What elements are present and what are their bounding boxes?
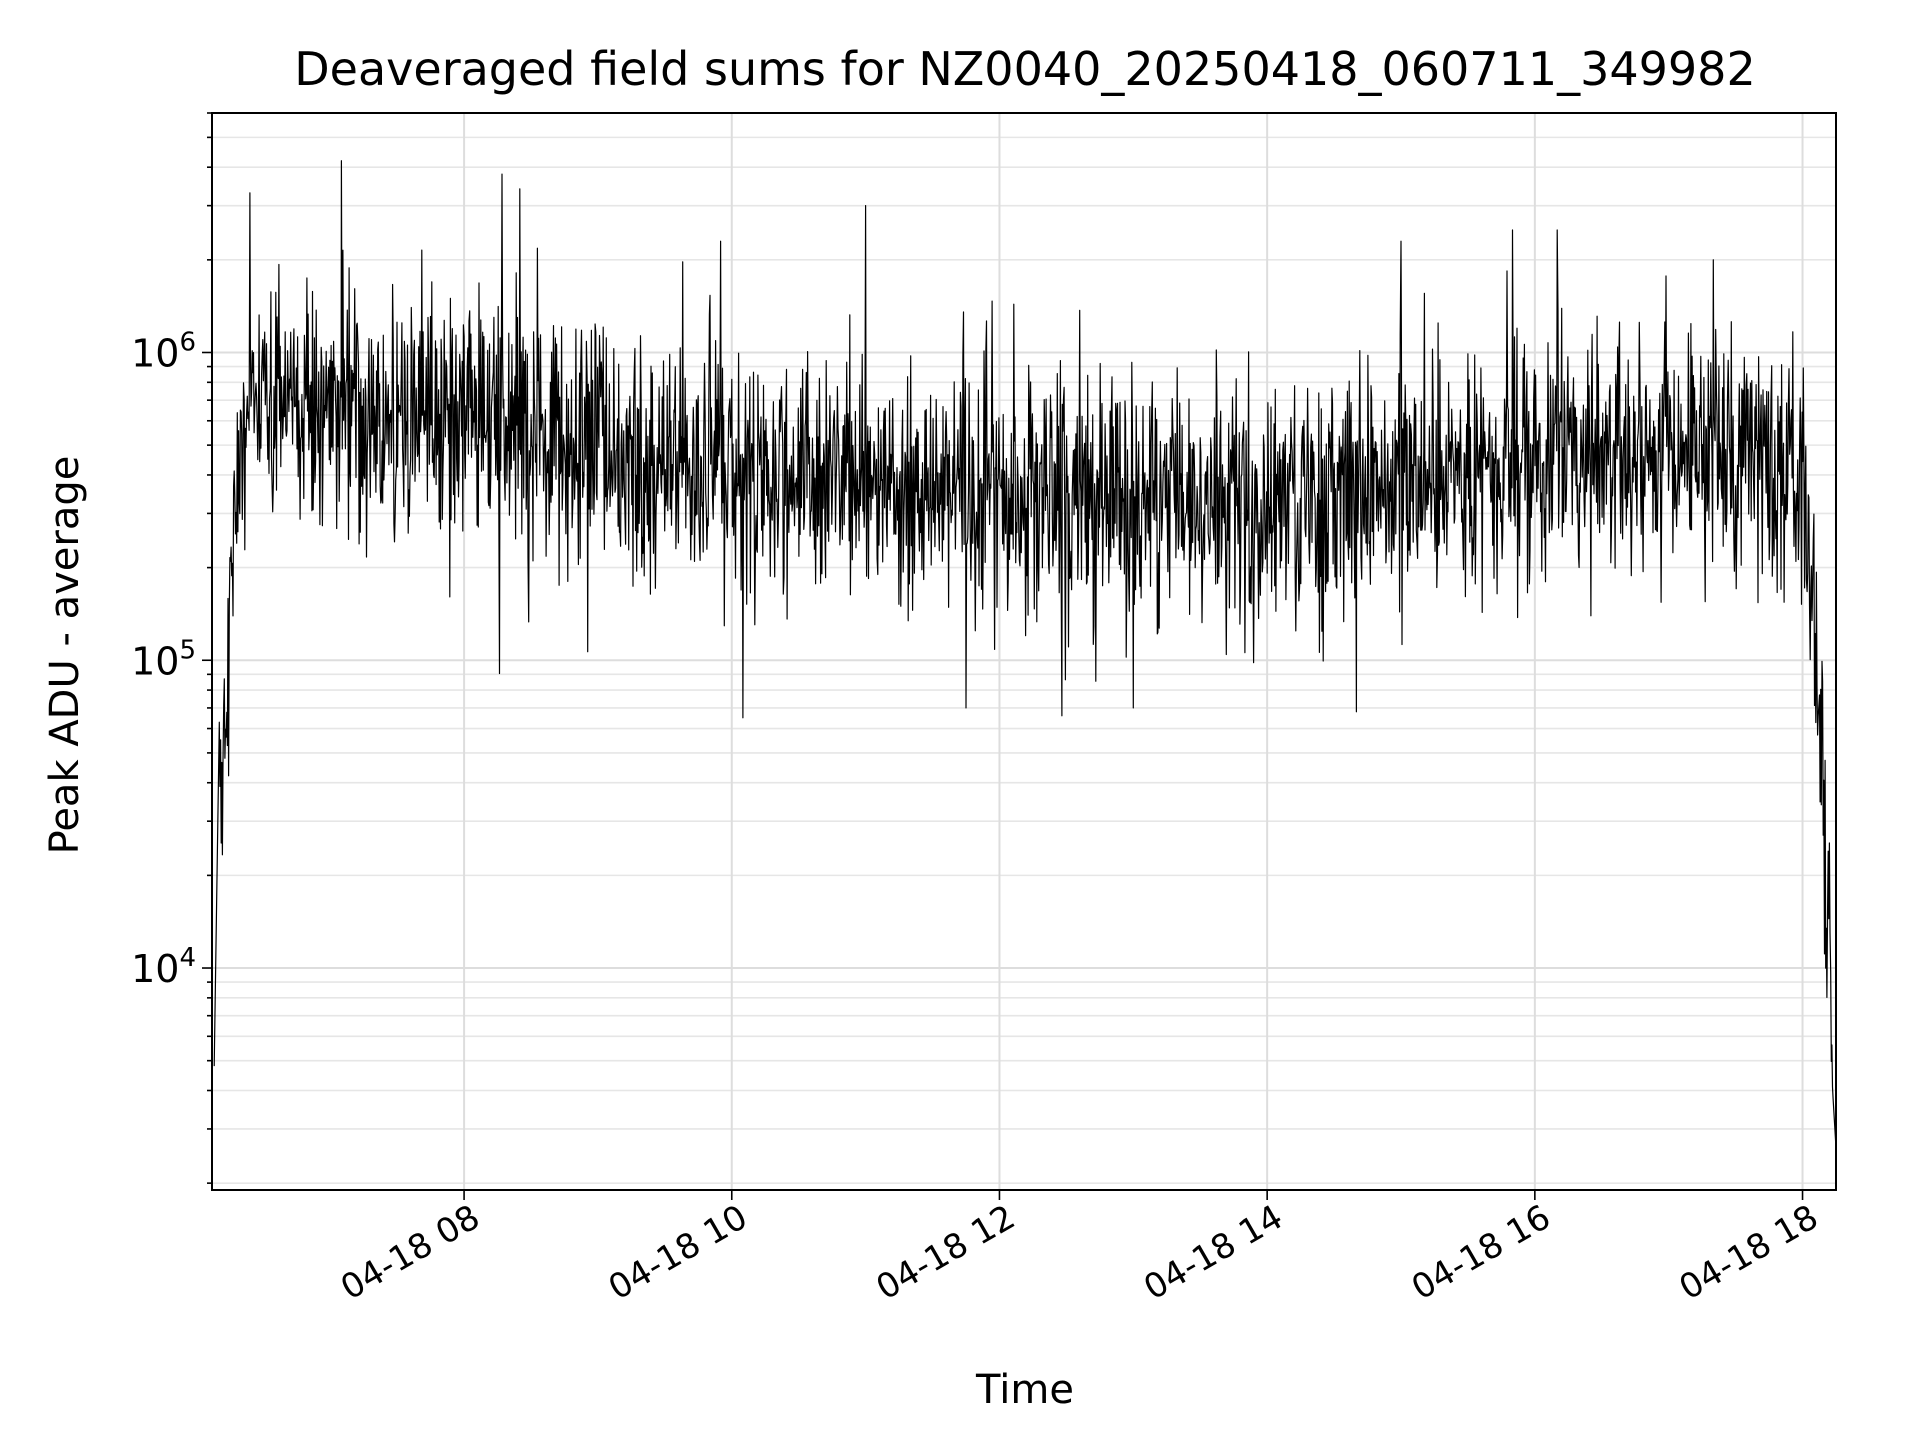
series-layer (213, 160, 1837, 1149)
chart-title: Deaveraged field sums for NZ0040_2025041… (294, 42, 1755, 96)
x-axis-label: Time (975, 1367, 1074, 1413)
plot-frame (211, 112, 1837, 1191)
y-tick-label: 105 (131, 635, 196, 683)
y-tick-label: 104 (131, 943, 196, 991)
y-axis-label: Peak ADU - average (42, 456, 88, 855)
series-line (213, 160, 1837, 1149)
y-tick-label: 106 (131, 327, 196, 375)
